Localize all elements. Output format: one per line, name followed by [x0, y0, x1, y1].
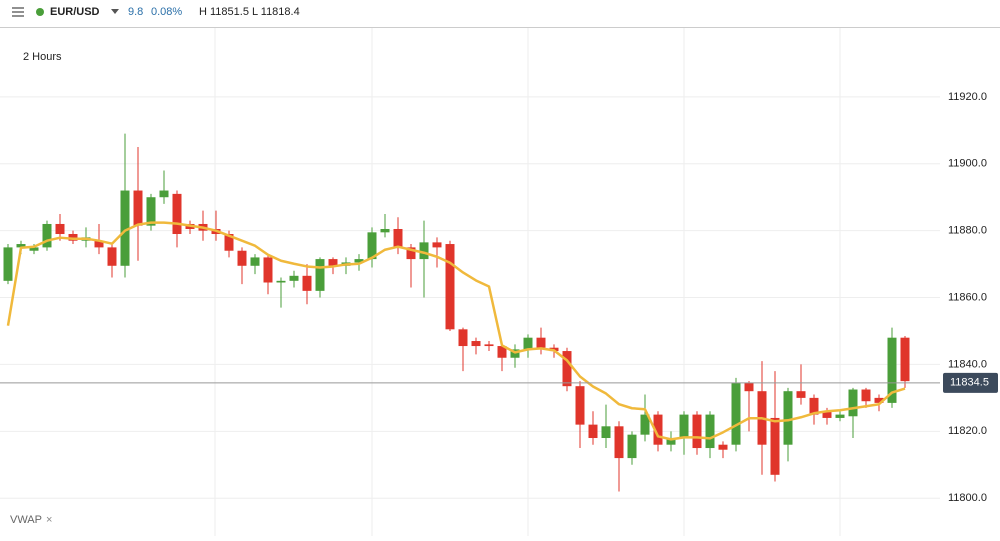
candle-body: [484, 344, 494, 347]
candle-body: [848, 389, 858, 417]
candle-body: [68, 234, 78, 241]
candle-body: [445, 244, 455, 330]
dropdown-arrow[interactable]: [111, 9, 119, 14]
y-tick-label: 11900.0: [948, 158, 987, 170]
y-tick-label: 11800.0: [948, 492, 987, 504]
candle-body: [835, 414, 845, 418]
candle-body: [380, 228, 390, 233]
candle-body: [783, 391, 793, 445]
interval-label: 2 Hours: [23, 51, 62, 63]
candle-body: [354, 259, 364, 263]
candle-body: [744, 382, 754, 392]
current-price-tag: [943, 372, 998, 393]
y-tick-label: 11880.0: [948, 225, 987, 237]
candle-body: [861, 389, 871, 402]
plot: 11800.0 11820.0 11840.0 11860.0 11880.0 11900…: [0, 91, 987, 504]
candle-body: [315, 259, 325, 291]
session-low: L 11818.4: [252, 6, 300, 18]
y-tick-label: 11820.0: [948, 425, 987, 437]
candle-body: [536, 337, 546, 348]
y-tick-label: 11840.0: [948, 358, 987, 370]
y-tick-label: 11920.0: [948, 91, 987, 103]
candle-body: [666, 438, 676, 445]
candle-body: [588, 424, 598, 439]
candle-body: [172, 193, 182, 235]
candle-body: [705, 414, 715, 449]
symbol[interactable]: EUR/USD: [50, 6, 100, 18]
candle-body: [471, 341, 481, 347]
candle-body: [3, 247, 13, 281]
candle-body: [718, 444, 728, 450]
candle-body: [627, 434, 637, 459]
candle-body: [29, 247, 39, 251]
candle-body: [16, 244, 26, 248]
candle-body: [419, 242, 429, 260]
candle-body: [302, 275, 312, 291]
candle-body: [822, 411, 832, 418]
candle-body: [94, 240, 104, 248]
candle-body: [328, 259, 338, 266]
candle-body: [250, 257, 260, 266]
candle-body: [237, 250, 247, 266]
candle-body: [523, 337, 533, 350]
candle-body: [653, 414, 663, 445]
candle-body: [900, 337, 910, 382]
change-pct: 0.08%: [151, 6, 182, 18]
candle-body: [224, 234, 234, 251]
candle-body: [393, 228, 403, 248]
candle-body: [406, 247, 416, 260]
candle-body: [640, 414, 650, 435]
menu-icon[interactable]: [12, 7, 24, 17]
candle-body: [575, 386, 585, 425]
change: 9.8: [128, 6, 143, 18]
session-high: H 11851.5: [199, 6, 249, 18]
status-dot: [36, 8, 44, 16]
candle-body: [887, 337, 897, 403]
candle-body: [289, 275, 299, 281]
y-tick-label: 11860.0: [948, 291, 987, 303]
candle-body: [55, 223, 65, 235]
candle-body: [614, 426, 624, 459]
candle-body: [679, 414, 689, 439]
remove-indicator[interactable]: ×: [46, 514, 52, 526]
vwap-line: [6, 221, 906, 441]
candle-body: [809, 397, 819, 415]
candle-body: [120, 190, 130, 266]
candle-body: [770, 417, 780, 475]
candle-body: [367, 232, 377, 260]
candle-body: [731, 382, 741, 445]
candle-body: [42, 223, 52, 248]
indicator-legend: VWAP: [10, 514, 42, 526]
candle-body: [601, 426, 611, 439]
candle-body: [276, 280, 286, 283]
candle-body: [432, 242, 442, 248]
candle-body: [263, 257, 273, 283]
candle-body: [107, 247, 117, 266]
candle-body: [796, 391, 806, 398]
candle-body: [692, 414, 702, 449]
candle-body: [874, 397, 884, 403]
candle-body: [497, 346, 507, 358]
candle-body: [133, 190, 143, 226]
candle-body: [458, 329, 468, 347]
candle-body: [146, 197, 156, 226]
candle-body: [159, 190, 169, 198]
current-price-label: 11834.5: [950, 377, 989, 389]
candle-body: [562, 351, 572, 387]
